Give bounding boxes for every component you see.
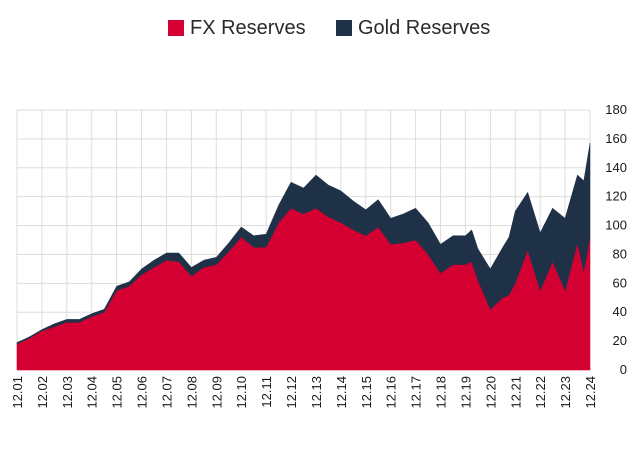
y-tick-label-100: 100: [605, 218, 627, 233]
legend-label-gold: Gold Reserves: [358, 17, 491, 39]
y-tick-label-160: 160: [605, 131, 627, 146]
x-tick-label-12.01: 12.01: [10, 376, 25, 409]
x-axis-ticks: 12.01 12.02 12.03 12.04 12.05 12.06 12.07 12.08…: [10, 376, 598, 409]
x-tick-label-12.14: 12.14: [334, 376, 349, 409]
legend-item-gold[interactable]: Gold Reserves: [336, 16, 490, 40]
y-tick-label-0: 0: [620, 362, 627, 377]
y-tick-label-180: 180: [605, 102, 627, 117]
x-tick-label-12.20: 12.20: [483, 376, 498, 409]
x-tick-label-12.08: 12.08: [184, 376, 199, 409]
y-tick-label-140: 140: [605, 160, 627, 175]
x-tick-label-12.22: 12.22: [533, 376, 548, 409]
legend-label-fx: FX Reserves: [190, 17, 306, 39]
x-tick-label-12.11: 12.11: [259, 376, 274, 408]
x-tick-label-12.04: 12.04: [85, 376, 100, 409]
legend-swatch-gold: [336, 20, 352, 36]
x-tick-label-12.05: 12.05: [110, 376, 125, 409]
y-tick-label-80: 80: [613, 246, 627, 261]
legend-item-fx[interactable]: FX Reserves: [168, 16, 306, 40]
x-tick-label-12.23: 12.23: [558, 376, 573, 409]
x-tick-label-12.09: 12.09: [209, 376, 224, 409]
y-tick-label-40: 40: [613, 304, 627, 319]
x-tick-label-12.19: 12.19: [458, 376, 473, 409]
x-tick-label-12.12: 12.12: [284, 376, 299, 409]
y-tick-label-20: 20: [613, 333, 627, 348]
x-tick-label-12.21: 12.21: [508, 376, 523, 409]
y-tick-label-120: 120: [605, 189, 627, 204]
legend: FX Reserves Gold Reserves: [0, 16, 644, 44]
legend-swatch-fx: [168, 20, 184, 36]
x-tick-label-12.06: 12.06: [135, 376, 150, 409]
x-tick-label-12.15: 12.15: [359, 376, 374, 409]
y-axis-ticks: 0 20 40 60 80 100 120 140 160 180: [605, 102, 627, 377]
x-tick-label-12.17: 12.17: [409, 376, 424, 409]
x-tick-label-12.24: 12.24: [583, 376, 598, 409]
x-tick-label-12.02: 12.02: [35, 376, 50, 409]
series-area-gold-reserves: [16, 143, 591, 345]
x-tick-label-12.16: 12.16: [384, 376, 399, 409]
series-areas: [16, 143, 591, 371]
x-tick-label-12.03: 12.03: [60, 376, 75, 409]
x-tick-label-12.18: 12.18: [434, 376, 449, 409]
y-tick-label-60: 60: [613, 275, 627, 290]
x-tick-label-12.13: 12.13: [309, 376, 324, 409]
x-tick-label-12.10: 12.10: [234, 376, 249, 409]
x-tick-label-12.07: 12.07: [160, 376, 175, 409]
